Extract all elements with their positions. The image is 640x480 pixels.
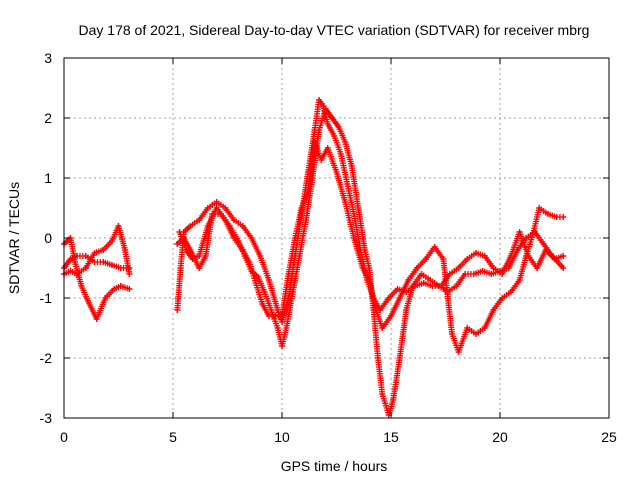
y-tick-label: -1 xyxy=(40,290,53,306)
y-axis-label: SDTVAR / TECUs xyxy=(6,182,22,294)
x-axis: 0 5 10 15 20 25 xyxy=(60,58,617,445)
x-tick-label: 5 xyxy=(169,429,177,445)
y-tick-label: 2 xyxy=(44,110,52,126)
grid xyxy=(64,58,609,418)
x-axis-label: GPS time / hours xyxy=(281,458,388,474)
y-axis: -3 -2 -1 0 1 2 3 xyxy=(40,50,609,426)
y-tick-label: 0 xyxy=(44,230,52,246)
chart-title: Day 178 of 2021, Sidereal Day-to-day VTE… xyxy=(79,22,590,38)
y-tick-label: 1 xyxy=(44,170,52,186)
data-points xyxy=(61,97,567,418)
x-tick-label: 25 xyxy=(601,429,617,445)
x-tick-label: 15 xyxy=(383,429,399,445)
y-tick-label: 3 xyxy=(44,50,52,66)
y-tick-label: -3 xyxy=(40,410,53,426)
series-markers xyxy=(176,139,567,355)
x-tick-label: 20 xyxy=(492,429,508,445)
x-tick-label: 0 xyxy=(60,429,68,445)
series-track-6 xyxy=(176,139,567,355)
y-tick-label: -2 xyxy=(40,350,53,366)
x-tick-label: 10 xyxy=(274,429,290,445)
